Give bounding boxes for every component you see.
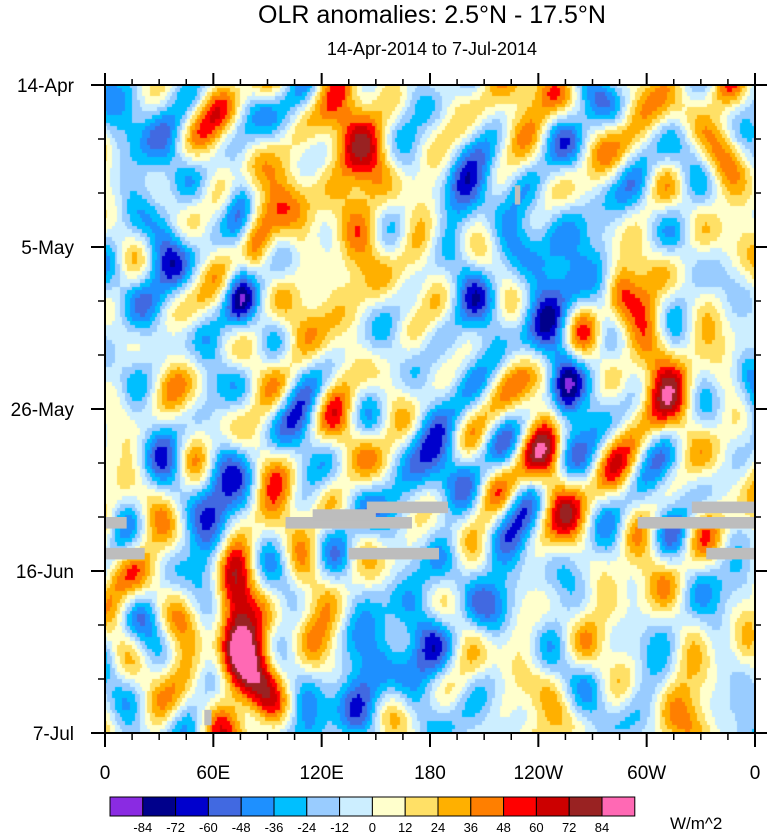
- colorbar-label: -72: [166, 820, 185, 834]
- colorbar-units: W/m^2: [670, 814, 722, 833]
- missing-data-region: [105, 517, 127, 529]
- missing-data-region: [706, 547, 755, 560]
- missing-data-region: [691, 501, 755, 514]
- colorbar-box: [306, 796, 341, 817]
- x-tick-label: 60W: [627, 763, 666, 784]
- colorbar-label: 24: [431, 820, 445, 834]
- missing-data-region: [105, 547, 145, 560]
- colorbar-box: [437, 796, 472, 817]
- y-tick-label: 5-May: [21, 238, 74, 259]
- missing-data-region: [366, 501, 449, 514]
- colorbar-label: -36: [265, 820, 284, 834]
- missing-data-region: [312, 509, 376, 521]
- colorbar-box: [404, 796, 439, 817]
- colorbar-label: -84: [133, 820, 152, 834]
- chart-subtitle: 14-Apr-2014 to 7-Jul-2014: [326, 39, 538, 59]
- missing-data-region: [637, 517, 755, 529]
- colorbar-label: -48: [232, 820, 251, 834]
- missing-data-region: [514, 185, 521, 205]
- colorbar-box: [109, 796, 144, 817]
- colorbar-label: 36: [464, 820, 478, 834]
- missing-data-layer: [105, 185, 755, 726]
- colorbar-box: [142, 796, 177, 817]
- colorbar: -84 -72 -60 -48 -36 -24 -12 0 12 24 36 48 60 72 84: [109, 796, 636, 834]
- colorbar-box: [240, 796, 275, 817]
- colorbar-label: -24: [297, 820, 316, 834]
- colorbar-box: [339, 796, 373, 817]
- colorbar-label: -60: [199, 820, 218, 834]
- colorbar-box: [175, 796, 209, 817]
- colorbar-box: [535, 796, 570, 817]
- colorbar-label: 84: [595, 820, 609, 834]
- missing-data-region: [348, 547, 440, 560]
- colorbar-label: 60: [529, 820, 543, 834]
- colorbar-box: [503, 796, 537, 817]
- missing-data-region: [285, 517, 412, 529]
- colorbar-box: [207, 796, 242, 817]
- x-tick-label: 180: [414, 763, 446, 784]
- plot-area: [104, 84, 756, 734]
- colorbar-box: [601, 796, 636, 817]
- colorbar-box: [371, 796, 406, 817]
- colorbar-label: -12: [330, 820, 349, 834]
- y-axis: 14-Apr 5-May 26-May 16-Jun 7-Jul: [11, 76, 767, 745]
- y-tick-label: 7-Jul: [33, 724, 74, 745]
- y-tick-label: 16-Jun: [16, 562, 74, 583]
- x-tick-label: 120W: [514, 763, 564, 784]
- colorbar-box: [273, 796, 308, 817]
- missing-data-region: [204, 709, 212, 726]
- colorbar-label: 0: [369, 820, 376, 834]
- y-tick-label: 14-Apr: [17, 76, 75, 97]
- x-tick-label: 0: [750, 763, 761, 784]
- colorbar-label: 72: [562, 820, 576, 834]
- colorbar-box: [470, 796, 505, 817]
- colorbar-label: 48: [496, 820, 510, 834]
- x-tick-label: 120E: [299, 763, 343, 784]
- x-axis: 0 60E 120E 180 120W 60W 0: [100, 73, 761, 784]
- y-tick-label: 26-May: [11, 400, 75, 421]
- colorbar-label: 12: [398, 820, 412, 834]
- x-tick-label: 0: [100, 763, 111, 784]
- olr-heatmap: [105, 85, 755, 733]
- x-tick-label: 60E: [196, 763, 230, 784]
- colorbar-box: [568, 796, 603, 817]
- chart-title: OLR anomalies: 2.5°N - 17.5°N: [258, 1, 606, 29]
